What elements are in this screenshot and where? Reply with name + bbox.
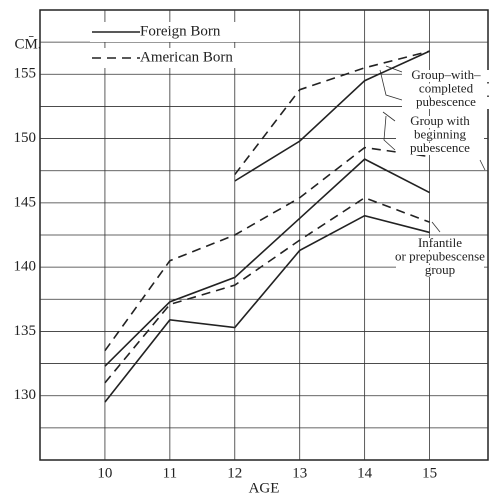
annotation-bg [396, 265, 484, 277]
leader-lines [379, 65, 486, 171]
x-tick-label: 11 [163, 465, 177, 481]
y-tick-label: 135 [14, 323, 37, 339]
series-line [104, 146, 430, 352]
legend-label: Foreign Born [140, 23, 221, 39]
legend-bg [90, 22, 280, 42]
leader-line [431, 221, 441, 233]
series-line [234, 50, 430, 182]
x-tick-label: 14 [357, 465, 373, 481]
y-tick-label: 145 [14, 194, 37, 210]
annotation-bg [402, 97, 490, 109]
annotation-bg [396, 143, 484, 155]
x-tick-label: 13 [292, 465, 307, 481]
x-tick-label: 12 [227, 465, 242, 481]
annotation: pubescence [410, 140, 470, 155]
y-tick-label: 140 [14, 259, 37, 275]
annotation: Infantile [418, 235, 462, 250]
annotation: Group–with– [411, 67, 481, 82]
x-tick-label: 10 [97, 465, 112, 481]
annotation: or prepubescense [395, 248, 485, 263]
annotation-bg [396, 238, 484, 250]
annotation: pubescence [416, 94, 476, 109]
annotation-bg [396, 129, 484, 142]
y-tick-label: 130 [14, 387, 37, 403]
y-tick-label: 155 [14, 66, 37, 82]
annotation: group [425, 262, 455, 277]
y-axis-label: CM̄. [14, 36, 41, 52]
y-tick-label: 150 [14, 130, 37, 146]
annotation: completed [419, 80, 474, 95]
series-line [104, 196, 430, 384]
legend-label: American Born [140, 49, 233, 65]
annotation-bg [402, 70, 490, 82]
annotation: Group with [410, 113, 470, 128]
series-line [104, 158, 430, 367]
legend-bg [90, 48, 280, 68]
annotation-bg [396, 251, 484, 264]
x-tick-label: 15 [422, 465, 437, 481]
series-line [234, 50, 430, 176]
annotation-bg [402, 83, 490, 96]
series-line [104, 214, 430, 403]
x-axis-label: AGE [249, 480, 280, 496]
annotation-bg [396, 116, 484, 128]
annotation: beginning [414, 126, 466, 141]
